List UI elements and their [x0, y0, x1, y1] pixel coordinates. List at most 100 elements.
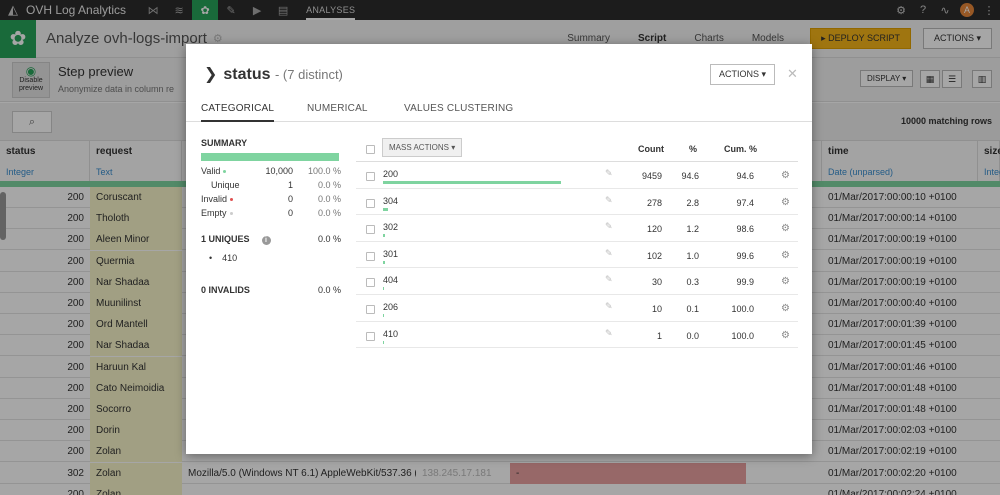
- cell-status[interactable]: 200: [67, 192, 84, 203]
- cell-time[interactable]: 01/Mar/2017:00:00:19 +0100: [828, 234, 957, 246]
- cell-time[interactable]: 01/Mar/2017:00:01:45 +0100: [828, 340, 957, 352]
- cell-time[interactable]: 01/Mar/2017:00:00:40 +0100: [828, 298, 957, 309]
- value-settings-gear-icon[interactable]: ⚙: [781, 170, 790, 181]
- dashboard-icon[interactable]: ▤: [277, 4, 289, 17]
- value-row[interactable]: 200 ✎ 9459 94.6 94.6 ⚙: [356, 162, 798, 189]
- value-checkbox[interactable]: [366, 172, 375, 181]
- cell-status[interactable]: 200: [67, 404, 84, 415]
- cell-request[interactable]: Haruun Kal: [90, 356, 182, 378]
- cell-time[interactable]: 01/Mar/2017:00:01:48 +0100: [828, 404, 957, 415]
- edit-pencil-icon[interactable]: ✎: [605, 221, 613, 232]
- settings-gear-icon[interactable]: ⚙: [896, 4, 906, 17]
- cell-request[interactable]: Muunilinst: [90, 293, 182, 314]
- cell-time[interactable]: 01/Mar/2017:00:01:48 +0100: [828, 382, 957, 394]
- recipes-icon[interactable]: ✿: [192, 0, 219, 20]
- cum-pct-header[interactable]: Cum. %: [724, 144, 758, 154]
- edit-pencil-icon[interactable]: ✎: [605, 327, 613, 338]
- tab-values-clustering[interactable]: VALUES CLUSTERING: [404, 103, 514, 114]
- cell-time[interactable]: 01/Mar/2017:00:01:46 +0100: [828, 361, 957, 373]
- cell-status[interactable]: 200: [67, 319, 84, 331]
- column-header-status[interactable]: status: [0, 141, 90, 163]
- modal-actions-button[interactable]: ACTIONS ▾: [710, 64, 776, 85]
- value-settings-gear-icon[interactable]: ⚙: [781, 302, 790, 314]
- cell-time[interactable]: 01/Mar/2017:00:00:10 +0100: [828, 192, 957, 203]
- cell-request[interactable]: Quermia: [90, 250, 182, 272]
- column-type-status[interactable]: Integer: [0, 163, 90, 181]
- table-row[interactable]: 200 Zolan 01/Mar/2017:00:02:19 +0100: [0, 441, 1000, 463]
- value-settings-gear-icon[interactable]: ⚙: [781, 276, 790, 288]
- cell-time[interactable]: 01/Mar/2017:00:00:14 +0100: [828, 213, 957, 225]
- tab-models[interactable]: Models: [751, 33, 785, 44]
- cell-request[interactable]: Cato Neimoidia: [90, 377, 182, 399]
- user-avatar[interactable]: A: [960, 3, 974, 17]
- column-type-time[interactable]: Date (unparsed): [822, 163, 978, 181]
- value-settings-gear-icon[interactable]: ⚙: [781, 329, 790, 341]
- cell-status[interactable]: 200: [67, 382, 84, 394]
- close-icon[interactable]: ✕: [787, 66, 798, 81]
- cell-user-agent[interactable]: Mozilla/5.0 (Windows NT 6.1) AppleWebKit…: [188, 467, 416, 479]
- table-row[interactable]: 302 Zolan Mozilla/5.0 (Windows NT 6.1) App…: [0, 462, 1000, 484]
- cell-request[interactable]: Socorro: [90, 399, 182, 420]
- cell-request[interactable]: Coruscant: [90, 187, 182, 208]
- disable-preview-button[interactable]: ◉ Disable preview: [12, 62, 50, 98]
- cell-request[interactable]: Zolan: [90, 462, 182, 484]
- pct-header[interactable]: %: [689, 144, 698, 154]
- edit-pencil-icon[interactable]: ✎: [605, 168, 613, 178]
- cell-status[interactable]: 302: [67, 467, 84, 479]
- display-dropdown-button[interactable]: DISPLAY ▾: [860, 70, 914, 87]
- value-checkbox[interactable]: [366, 331, 375, 341]
- value-row[interactable]: 302 ✎ 120 1.2 98.6 ⚙: [356, 215, 798, 242]
- mass-actions-button[interactable]: MASS ACTIONS ▾: [382, 138, 463, 157]
- tab-charts[interactable]: Charts: [694, 33, 724, 44]
- tab-summary[interactable]: Summary: [567, 33, 611, 44]
- table-row[interactable]: 200 Zolan 01/Mar/2017:00:02:24 +0100: [0, 483, 1000, 495]
- value-settings-gear-icon[interactable]: ⚙: [781, 223, 790, 235]
- info-icon[interactable]: i: [261, 236, 271, 245]
- activity-icon[interactable]: ∿: [940, 4, 950, 17]
- list-view-icon[interactable]: ☰: [942, 70, 962, 88]
- cell-time[interactable]: 01/Mar/2017:00:00:19 +0100: [828, 276, 957, 288]
- count-header[interactable]: Count: [638, 144, 664, 154]
- cell-time[interactable]: 01/Mar/2017:00:00:19 +0100: [828, 255, 957, 267]
- edit-pencil-icon[interactable]: ✎: [605, 247, 613, 258]
- cell-status[interactable]: 200: [67, 488, 84, 495]
- cell-request[interactable]: Nar Shadaa: [90, 335, 182, 357]
- select-all-checkbox[interactable]: [366, 145, 375, 154]
- value-checkbox[interactable]: [366, 198, 375, 208]
- cell-time[interactable]: 01/Mar/2017:00:02:03 +0100: [828, 425, 957, 437]
- cell-request[interactable]: Dorin: [90, 420, 182, 442]
- cell-invalid[interactable]: -: [510, 462, 746, 484]
- cell-status[interactable]: 200: [67, 446, 84, 458]
- value-checkbox[interactable]: [366, 304, 375, 314]
- column-header-request[interactable]: request: [90, 141, 182, 163]
- cell-time[interactable]: 01/Mar/2017:00:01:39 +0100: [828, 319, 957, 331]
- column-type-request[interactable]: Text: [90, 163, 182, 181]
- cell-status[interactable]: 200: [67, 340, 84, 352]
- value-settings-gear-icon[interactable]: ⚙: [781, 249, 790, 261]
- value-checkbox[interactable]: [366, 225, 375, 235]
- value-row[interactable]: 304 ✎ 278 2.8 97.4 ⚙: [356, 189, 798, 216]
- value-row[interactable]: 410 ✎ 1 0.0 100.0 ⚙: [356, 322, 798, 349]
- value-settings-gear-icon[interactable]: ⚙: [781, 196, 790, 208]
- project-name[interactable]: OVH Log Analytics: [26, 3, 127, 17]
- header-actions-button[interactable]: ACTIONS ▾: [922, 28, 992, 49]
- table-view-icon[interactable]: ▦: [920, 70, 940, 88]
- cell-ip[interactable]: 138.245.17.181: [422, 467, 492, 479]
- cell-status[interactable]: 200: [67, 276, 84, 288]
- cell-status[interactable]: 200: [67, 298, 84, 309]
- value-checkbox[interactable]: [366, 251, 375, 261]
- edit-pencil-icon[interactable]: ✎: [605, 274, 613, 285]
- help-icon[interactable]: ?: [919, 4, 927, 16]
- value-row[interactable]: 206 ✎ 10 0.1 100.0 ⚙: [356, 295, 798, 322]
- cell-time[interactable]: 01/Mar/2017:00:02:19 +0100: [828, 446, 957, 458]
- cell-status[interactable]: 200: [67, 213, 84, 225]
- notebook-icon[interactable]: ✎: [226, 4, 236, 17]
- deploy-script-button[interactable]: ▸ DEPLOY SCRIPT: [810, 28, 911, 49]
- cell-status[interactable]: 200: [67, 425, 84, 437]
- search-button[interactable]: ⌕: [12, 111, 52, 133]
- cell-request[interactable]: Zolan: [90, 483, 182, 495]
- chart-view-icon[interactable]: ▥: [972, 70, 992, 88]
- cell-status[interactable]: 200: [67, 361, 84, 373]
- run-icon[interactable]: ▶: [252, 4, 262, 17]
- column-header-time[interactable]: time: [822, 141, 978, 163]
